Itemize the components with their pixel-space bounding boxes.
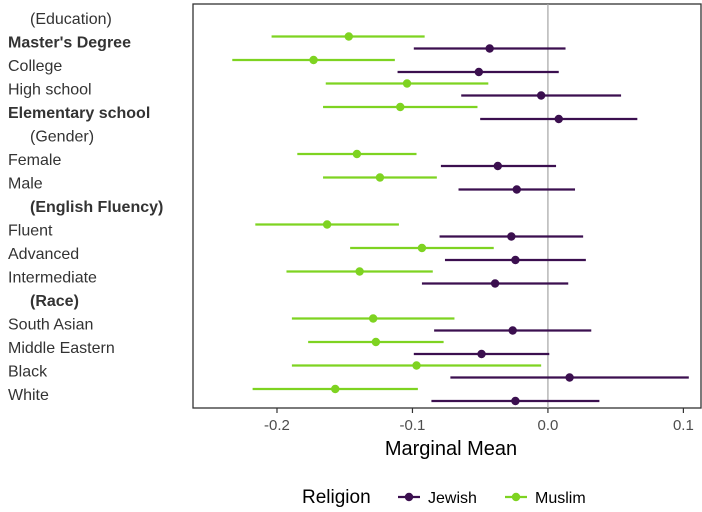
point-muslim-female	[352, 149, 362, 159]
point-jewish-high-school	[536, 91, 546, 100]
point-muslim-south-asian	[368, 314, 378, 323]
x-axis-title: Marginal Mean	[385, 438, 517, 460]
point-jewish-male	[512, 185, 521, 194]
point-muslim-black	[412, 361, 421, 370]
row-label-english-fluency: (English Fluency)	[30, 199, 163, 216]
point-muslim-high-school	[402, 79, 412, 88]
legend-label-jewish: Jewish	[428, 490, 477, 507]
x-tick-label-2: 0.0	[537, 417, 558, 434]
legend-key-point-jewish	[404, 492, 414, 502]
plot-panel	[192, 3, 702, 409]
legend-key-point-muslim	[511, 492, 521, 502]
point-jewish-white	[511, 396, 520, 406]
point-muslim-middle-eastern	[371, 337, 381, 347]
row-label-race: (Race)	[30, 293, 79, 310]
point-jewish-black	[565, 373, 574, 382]
point-muslim-master-s-degree	[344, 32, 353, 41]
point-jewish-college	[474, 67, 484, 77]
row-label-high-school: High school	[8, 82, 92, 99]
point-muslim-advanced	[417, 243, 427, 253]
point-jewish-middle-eastern	[477, 349, 486, 359]
point-jewish-female	[493, 161, 502, 171]
row-label-elementary-school: Elementary school	[8, 105, 150, 122]
point-muslim-elementary-school	[396, 102, 405, 112]
row-label-college: College	[8, 58, 62, 75]
point-jewish-fluent	[507, 232, 516, 241]
point-jewish-elementary-school	[554, 114, 563, 124]
point-jewish-intermediate	[490, 279, 500, 288]
point-muslim-fluent	[322, 220, 332, 229]
row-label-middle-eastern: Middle Eastern	[8, 340, 115, 357]
point-muslim-white	[331, 384, 340, 394]
row-label-master-s-degree: Master's Degree	[8, 35, 131, 52]
point-muslim-college	[309, 55, 318, 65]
x-tick-label-1: -0.1	[400, 417, 426, 434]
point-muslim-male	[375, 173, 385, 182]
legend: Religion Jewish Muslim	[302, 487, 586, 508]
row-label-gender: (Gender)	[30, 129, 94, 146]
row-label-black: Black	[8, 364, 48, 381]
legend-label-muslim: Muslim	[535, 490, 586, 507]
row-label-female: Female	[8, 152, 61, 169]
row-label-white: White	[8, 387, 49, 404]
point-jewish-master-s-degree	[485, 44, 494, 53]
legend-title: Religion	[302, 487, 371, 508]
row-label-south-asian: South Asian	[8, 317, 93, 334]
row-label-fluent: Fluent	[8, 223, 53, 240]
point-jewish-advanced	[511, 255, 520, 265]
row-labels: (Education) Master's Degree College High sc…	[8, 11, 163, 404]
point-muslim-intermediate	[355, 267, 364, 276]
row-label-male: Male	[8, 176, 43, 193]
point-jewish-south-asian	[508, 326, 517, 335]
row-label-advanced: Advanced	[8, 246, 79, 263]
plot-marks	[232, 32, 689, 406]
row-label-intermediate: Intermediate	[8, 270, 97, 287]
row-label-education: (Education)	[30, 11, 112, 28]
x-tick-label-3: 0.1	[673, 417, 694, 434]
x-tick-label-0: -0.2	[264, 417, 290, 434]
x-axis: -0.2 -0.1 0.0 0.1	[264, 408, 694, 434]
